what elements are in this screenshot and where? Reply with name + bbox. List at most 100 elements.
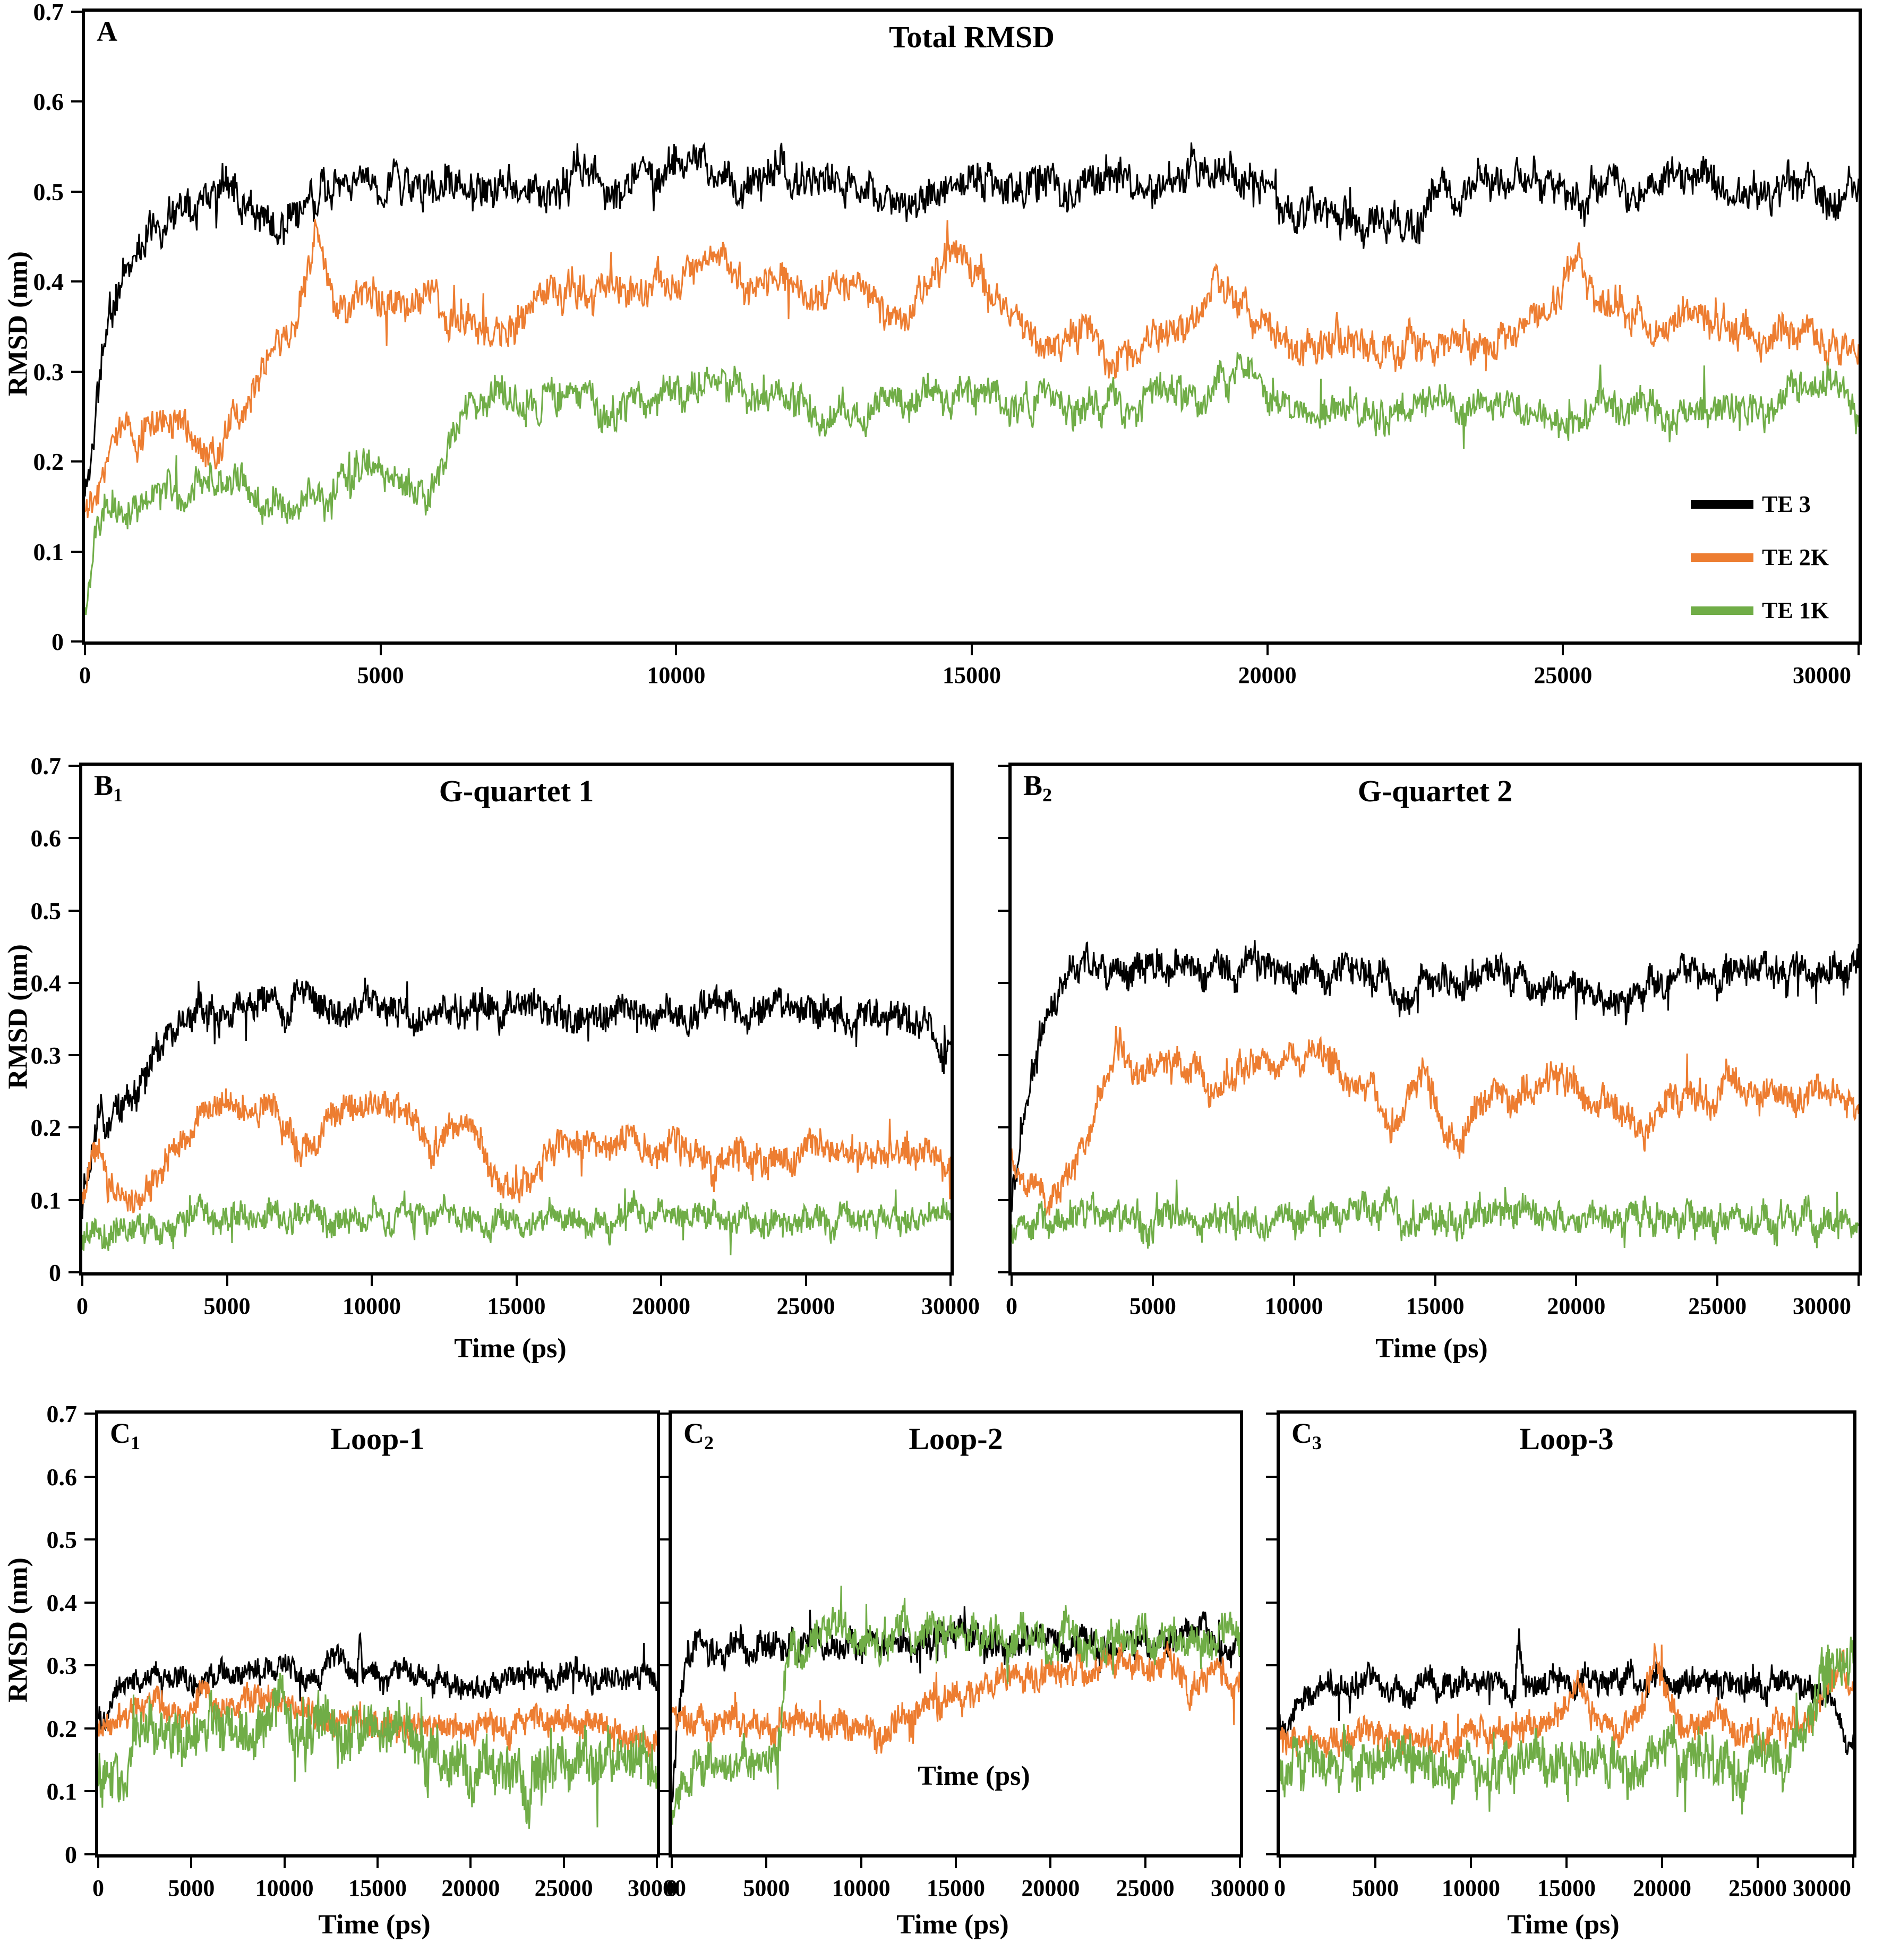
x-tick-label: 25000	[534, 1875, 593, 1901]
x-tick-label: 5000	[168, 1875, 215, 1901]
series-line-te-3	[98, 1632, 657, 1733]
x-tick-mark	[1151, 1276, 1154, 1286]
y-axis-title-row-b: RMSD (nm)	[3, 944, 33, 1089]
y-tick-mark	[69, 909, 79, 912]
y-tick-label: 0.4	[46, 1589, 78, 1616]
legend-item-te1k: TE 1K	[1691, 599, 1829, 622]
x-tick-label: 30000	[921, 1293, 980, 1319]
x-tick-mark	[81, 1276, 83, 1286]
y-tick-label: 0.5	[33, 178, 64, 206]
y-tick-label: 0.5	[46, 1526, 78, 1554]
x-tick-label: 10000	[1442, 1875, 1500, 1901]
x-tick-label: 25000	[1728, 1875, 1787, 1901]
y-tick-mark	[658, 1601, 669, 1604]
y-tick-mark	[69, 1054, 79, 1057]
legend-label-te2k: TE 2K	[1762, 544, 1829, 570]
y-tick-mark	[1266, 1664, 1277, 1667]
x-tick-mark	[1716, 1276, 1719, 1286]
y-tick-label: 0.7	[30, 752, 62, 780]
series-line-te-3	[85, 142, 1859, 497]
x-tick-label: 30000	[1211, 1875, 1269, 1901]
series-line-te-3	[1280, 1628, 1853, 1755]
y-tick-mark	[71, 640, 82, 643]
x-tick-mark	[376, 1858, 379, 1868]
panel-title-g-quartet-2: G-quartet 2	[1357, 774, 1513, 808]
y-tick-mark	[69, 981, 79, 984]
y-tick-mark	[71, 280, 82, 283]
y-tick-label: 0	[49, 1259, 61, 1286]
x-tick-mark	[226, 1276, 228, 1286]
x-tick-mark	[1565, 1858, 1568, 1868]
panel-loop-3: C3 Loop-3	[1277, 1410, 1856, 1858]
y-tick-mark	[69, 1199, 79, 1201]
y-tick-mark	[84, 1664, 95, 1667]
x-tick-label: 10000	[1264, 1293, 1323, 1319]
x-tick-label: 10000	[255, 1875, 314, 1901]
x-tick-label: 0	[666, 1875, 678, 1901]
legend-label-te1k: TE 1K	[1762, 597, 1829, 623]
y-tick-label: 0.6	[46, 1463, 78, 1491]
legend-item-te2k: TE 2K	[1691, 546, 1829, 569]
y-tick-label: 0.4	[33, 268, 64, 296]
x-tick-mark	[1575, 1276, 1578, 1286]
y-tick-label: 0	[65, 1841, 77, 1868]
y-tick-label: 0.2	[30, 1114, 62, 1142]
x-tick-mark	[1144, 1858, 1146, 1868]
x-tick-label: 15000	[927, 1875, 985, 1901]
y-tick-mark	[998, 981, 1008, 984]
y-tick-mark	[71, 550, 82, 553]
x-tick-label: 0	[79, 662, 91, 688]
y-tick-mark	[84, 1413, 95, 1415]
x-tick-mark	[765, 1858, 768, 1868]
x-tick-label: 10000	[647, 662, 706, 688]
y-tick-mark	[658, 1413, 669, 1415]
x-tick-mark	[1011, 1276, 1013, 1286]
y-tick-mark	[1266, 1853, 1277, 1855]
x-tick-mark	[671, 1858, 673, 1868]
y-tick-mark	[998, 1054, 1008, 1057]
y-tick-label: 0.7	[46, 1400, 78, 1427]
x-tick-mark	[1239, 1858, 1241, 1868]
y-tick-mark	[1266, 1475, 1277, 1478]
legend-item-te3: TE 3	[1691, 493, 1829, 516]
panel-title-loop-3: Loop-3	[1519, 1422, 1614, 1456]
x-tick-mark	[562, 1858, 565, 1868]
y-tick-mark	[998, 1271, 1008, 1273]
y-tick-label: 0.4	[30, 969, 62, 997]
panel-letter-b2: B2	[1023, 769, 1052, 806]
y-tick-mark	[84, 1475, 95, 1478]
y-tick-mark	[84, 1601, 95, 1604]
plot-area-A	[85, 142, 1859, 615]
y-tick-mark	[658, 1538, 669, 1541]
x-tick-mark	[1279, 1858, 1281, 1868]
y-tick-mark	[71, 190, 82, 193]
panel-loop-2: C2 Loop-2	[669, 1410, 1243, 1858]
x-tick-mark	[1858, 645, 1860, 655]
y-tick-mark	[71, 370, 82, 373]
x-tick-label: 30000	[1793, 1875, 1851, 1901]
series-line-te-1k	[1012, 1179, 1859, 1249]
y-tick-label: 0.7	[33, 0, 64, 25]
x-tick-mark	[379, 645, 382, 655]
x-tick-label: 30000	[628, 1875, 686, 1901]
x-tick-label: 20000	[1021, 1875, 1080, 1901]
x-tick-label: 15000	[348, 1875, 407, 1901]
x-tick-label: 5000	[1129, 1293, 1176, 1319]
panel-letter-c1: C1	[110, 1417, 140, 1453]
x-tick-label: 20000	[441, 1875, 500, 1901]
x-tick-mark	[283, 1858, 286, 1868]
x-tick-mark	[675, 645, 678, 655]
panel-g-quartet-2: B2 G-quartet 2	[1008, 763, 1862, 1276]
x-tick-label: 15000	[943, 662, 1001, 688]
y-tick-mark	[1266, 1601, 1277, 1604]
series-line-te-1k	[85, 352, 1859, 615]
y-tick-mark	[71, 460, 82, 463]
x-tick-mark	[97, 1858, 99, 1868]
y-tick-mark	[69, 765, 79, 767]
y-tick-mark	[998, 837, 1008, 840]
y-tick-mark	[658, 1853, 669, 1855]
panel-g-quartet-1: B1 G-quartet 1	[79, 763, 954, 1276]
x-tick-label: 5000	[203, 1293, 251, 1319]
y-tick-mark	[84, 1727, 95, 1730]
y-tick-mark	[658, 1727, 669, 1730]
